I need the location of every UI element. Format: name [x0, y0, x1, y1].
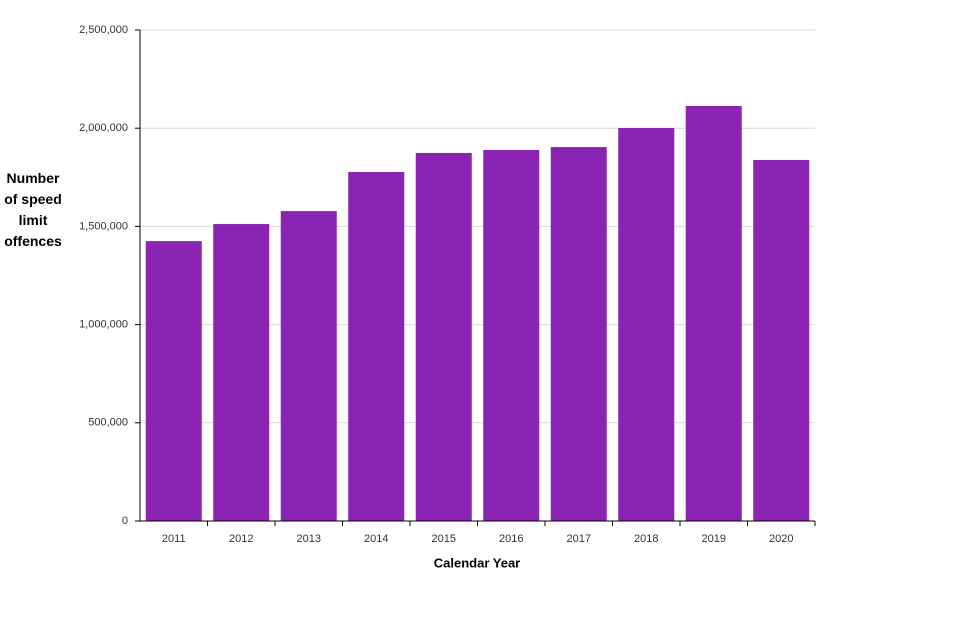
- x-tick-label: 2013: [297, 533, 321, 545]
- y-tick-label: 2,000,000: [79, 122, 128, 134]
- bar: [280, 211, 337, 521]
- bar: [618, 128, 675, 521]
- bar: [145, 241, 202, 521]
- bar: [415, 152, 472, 521]
- x-axis-title: Calendar Year: [434, 555, 520, 570]
- y-tick-label: 500,000: [88, 417, 128, 429]
- y-tick-label: 1,500,000: [79, 220, 128, 232]
- x-tick-label: 2017: [567, 533, 591, 545]
- x-tick-label: 2011: [162, 533, 186, 545]
- bar: [685, 106, 742, 521]
- x-tick-label: 2018: [634, 533, 658, 545]
- x-tick-label: 2014: [364, 533, 388, 545]
- bar: [348, 171, 405, 521]
- y-tick-label: 1,000,000: [79, 319, 128, 331]
- bar: [753, 160, 810, 522]
- bar: [550, 147, 607, 522]
- x-tick-label: 2015: [432, 533, 456, 545]
- y-axis-title: Number of speed limit offences: [4, 170, 62, 249]
- x-tick-label: 2016: [499, 533, 523, 545]
- x-tick-label: 2019: [702, 533, 726, 545]
- y-tick-label: 0: [122, 515, 128, 527]
- x-tick-label: 2012: [229, 533, 253, 545]
- bar: [213, 224, 270, 521]
- bar: [483, 150, 540, 521]
- y-tick-label: 2,500,000: [79, 24, 128, 36]
- x-tick-label: 2020: [769, 533, 793, 545]
